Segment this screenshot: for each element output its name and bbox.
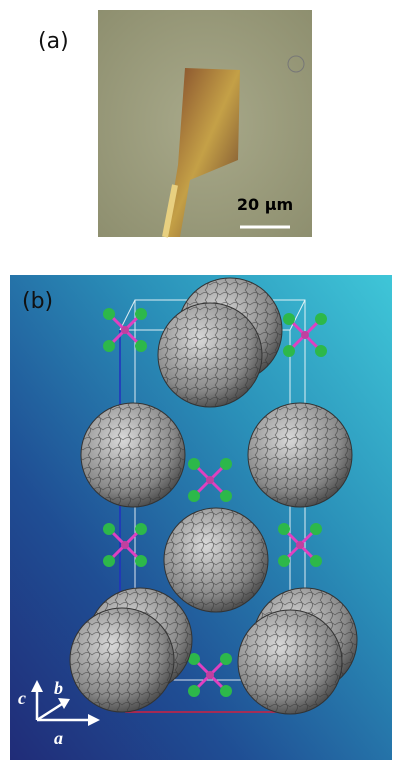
panel-label: (b) <box>22 289 53 314</box>
axis-label: a <box>54 728 63 748</box>
figure: (a) 20 μm (b) c b a <box>0 0 401 769</box>
axis-label: c <box>18 688 26 708</box>
axis-label: b <box>54 678 63 698</box>
panel-label: (a) <box>38 29 69 54</box>
scale-bar-label: 20 μm <box>237 195 293 214</box>
